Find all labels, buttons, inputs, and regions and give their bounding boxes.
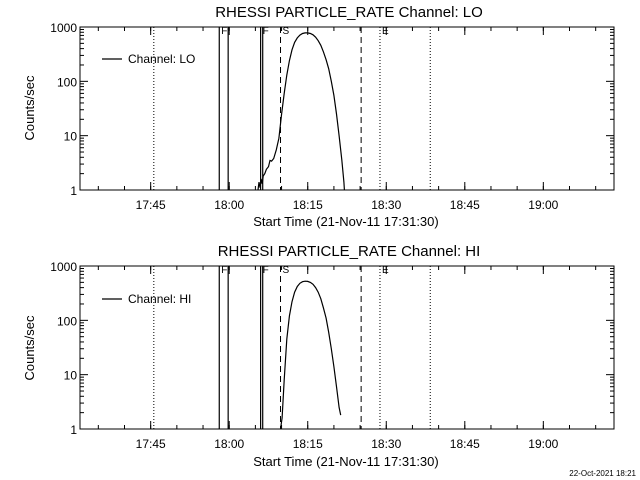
y-axis-label: Counts/sec xyxy=(22,315,37,381)
x-axis-label: Start Time (21-Nov-11 17:31:30) xyxy=(253,214,438,229)
plot-frame xyxy=(79,26,615,191)
plot-layer: 1 10 100 1000 17:45 18:00 18:15 18:30 18:45 19:00… xyxy=(50,21,614,212)
x-tick-label: 18:45 xyxy=(450,437,480,451)
event-marker-label: E xyxy=(382,265,389,276)
x-tick-label: 18:45 xyxy=(450,198,480,212)
y-tick-label: 1 xyxy=(70,184,77,198)
event-marker-label: F xyxy=(263,265,269,276)
x-tick-label: 18:15 xyxy=(293,437,323,451)
y-axis-label: Counts/sec xyxy=(22,75,37,141)
y-tick-label: 1000 xyxy=(50,21,77,35)
event-marker-label: F xyxy=(221,26,227,37)
series-line xyxy=(279,280,342,430)
legend-label: Channel: HI xyxy=(128,292,191,306)
x-tick-label: 18:30 xyxy=(371,198,401,212)
series-line xyxy=(257,32,345,191)
event-marker-label: S xyxy=(283,26,290,37)
y-tick-label: 100 xyxy=(57,75,77,89)
legend-label: Channel: LO xyxy=(128,52,195,66)
x-tick-label: 18:30 xyxy=(371,437,401,451)
chart-panel-hi: RHESSI PARTICLE_RATE Channel: HI Start T… xyxy=(22,243,615,469)
x-tick-label: 18:15 xyxy=(293,198,323,212)
chart-title: RHESSI PARTICLE_RATE Channel: HI xyxy=(218,243,481,260)
generation-timestamp: 22-Oct-2021 18:21 xyxy=(569,469,636,478)
plot-frame xyxy=(79,265,615,430)
x-tick-label: 17:45 xyxy=(136,198,166,212)
event-marker-label: S xyxy=(283,265,290,276)
plot-layer: 1 10 100 1000 17:45 18:00 18:15 18:30 18:45 19:00… xyxy=(50,260,614,451)
x-tick-label: 19:00 xyxy=(528,198,558,212)
x-tick-label: 18:00 xyxy=(214,437,244,451)
event-marker-label: F xyxy=(221,265,227,276)
chart-title: RHESSI PARTICLE_RATE Channel: LO xyxy=(215,4,483,21)
chart-panel-lo: RHESSI PARTICLE_RATE Channel: LO Start T… xyxy=(22,4,615,229)
y-tick-label: 10 xyxy=(64,369,78,383)
x-tick-label: 19:00 xyxy=(528,437,558,451)
x-axis-label: Start Time (21-Nov-11 17:31:30) xyxy=(253,454,438,469)
y-tick-label: 1 xyxy=(70,423,77,437)
y-tick-label: 1000 xyxy=(50,260,77,274)
y-tick-label: 10 xyxy=(64,130,78,144)
y-tick-label: 100 xyxy=(57,314,77,328)
x-tick-label: 18:00 xyxy=(214,198,244,212)
x-tick-label: 17:45 xyxy=(136,437,166,451)
event-marker-label: E xyxy=(382,26,389,37)
event-marker-label: F xyxy=(263,26,269,37)
